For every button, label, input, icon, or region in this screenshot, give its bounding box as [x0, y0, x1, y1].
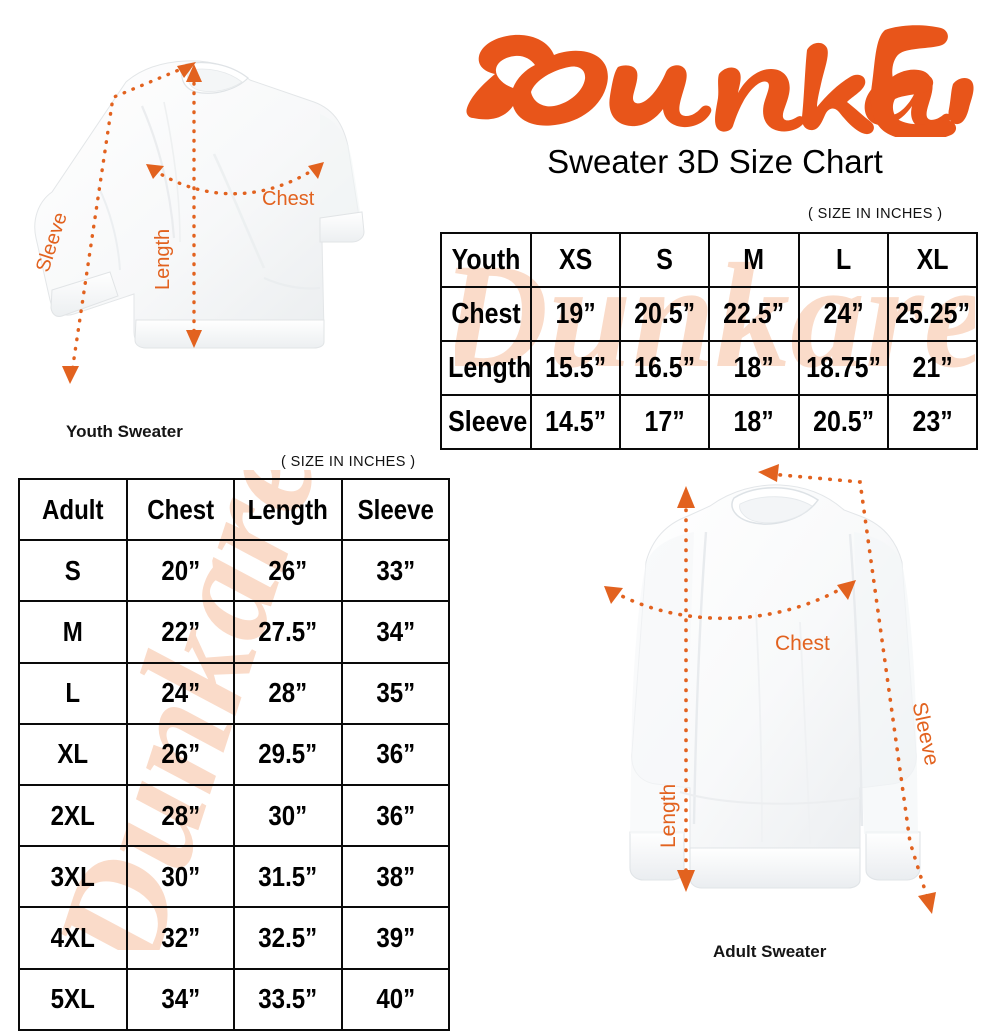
table-row: 2XL 28” 30” 36”	[19, 783, 449, 848]
youth-row-label: Chest	[446, 286, 526, 342]
table-row: Length 15.5” 16.5” 18” 18.75” 21”	[441, 340, 977, 396]
adult-cell: 40”	[348, 967, 443, 1031]
youth-header-cell: S	[625, 232, 704, 288]
adult-cell: 39”	[348, 906, 443, 970]
adult-row-label: S	[25, 539, 120, 603]
adult-row-label: 5XL	[25, 967, 120, 1031]
youth-cell: 15.5”	[536, 340, 615, 396]
adult-cell: 28”	[240, 661, 335, 725]
youth-cell: 14.5”	[536, 394, 615, 450]
youth-size-table: Youth XS S M L XL Chest 19” 20.5” 22.5” …	[440, 232, 978, 450]
table-row: Sleeve 14.5” 17” 18” 20.5” 23”	[441, 394, 977, 450]
adult-cell: 27.5”	[240, 600, 335, 664]
adult-cell: 35”	[348, 661, 443, 725]
youth-cell: 21”	[893, 340, 972, 396]
youth-cell: 25.25”	[893, 286, 972, 342]
adult-row-label: L	[25, 661, 120, 725]
youth-row-label: Length	[446, 340, 531, 396]
youth-cell: 18”	[714, 340, 794, 396]
adult-length-label: Length	[657, 783, 680, 848]
youth-cell: 20.5”	[803, 394, 883, 450]
adult-row-label: XL	[25, 722, 120, 786]
youth-units-note: ( SIZE IN INCHES )	[808, 206, 943, 222]
adult-cell: 33”	[348, 539, 443, 603]
adult-header-cell: Adult	[25, 477, 120, 542]
youth-header-cell: XS	[536, 232, 615, 288]
adult-cell: 34”	[133, 967, 228, 1031]
table-row: 5XL 34” 33.5” 40”	[19, 967, 449, 1031]
adult-size-table: Adult Chest Length Sleeve S 20” 26” 33” …	[18, 477, 450, 1031]
adult-cell: 31.5”	[240, 845, 335, 909]
adult-cell: 32.5”	[240, 906, 335, 970]
adult-header-cell: Sleeve	[348, 477, 443, 542]
table-row: 3XL 30” 31.5” 38”	[19, 845, 449, 909]
youth-cell: 24”	[803, 286, 883, 342]
youth-row-label: Sleeve	[446, 394, 527, 450]
adult-row-label: 4XL	[25, 906, 120, 970]
youth-header-cell: L	[803, 232, 883, 288]
adult-sweater-caption: Adult Sweater	[713, 942, 827, 961]
adult-header-cell: Chest	[133, 477, 228, 542]
adult-row-label: 3XL	[25, 845, 120, 909]
adult-units-note: ( SIZE IN INCHES )	[281, 454, 416, 470]
youth-cell: 22.5”	[714, 286, 794, 342]
adult-sweater-illustration	[560, 452, 992, 932]
adult-cell: 36”	[348, 783, 443, 848]
adult-cell: 20”	[133, 539, 228, 603]
youth-cell: 17”	[625, 394, 704, 450]
adult-cell: 26”	[133, 722, 228, 786]
youth-cell: 23”	[893, 394, 972, 450]
adult-row-label: 2XL	[25, 783, 120, 848]
youth-cell: 16.5”	[625, 340, 704, 396]
youth-header-cell: Youth	[446, 232, 526, 288]
table-row-header: Adult Chest Length Sleeve	[19, 477, 449, 542]
table-row: M 22” 27.5” 34”	[19, 600, 449, 664]
table-row: 4XL 32” 32.5” 39”	[19, 906, 449, 970]
adult-cell: 24”	[133, 661, 228, 725]
adult-cell: 38”	[348, 845, 443, 909]
table-row-header: Youth XS S M L XL	[441, 232, 977, 288]
adult-cell: 36”	[348, 722, 443, 786]
table-row: S 20” 26” 33”	[19, 539, 449, 603]
youth-sweater-illustration	[14, 42, 428, 392]
adult-cell: 34”	[348, 600, 443, 664]
table-row: L 24” 28” 35”	[19, 661, 449, 725]
youth-header-cell: M	[714, 232, 794, 288]
adult-chest-label: Chest	[775, 632, 830, 655]
adult-cell: 26”	[240, 539, 335, 603]
adult-cell: 30”	[133, 845, 228, 909]
page-title: Sweater 3D Size Chart	[547, 143, 883, 180]
youth-header-cell: XL	[893, 232, 972, 288]
adult-cell: 22”	[133, 600, 228, 664]
youth-sweater-caption: Youth Sweater	[66, 422, 183, 441]
youth-cell: 19”	[536, 286, 615, 342]
adult-cell: 33.5”	[240, 967, 335, 1031]
adult-row-label: M	[25, 600, 120, 664]
brand-logo	[455, 22, 975, 137]
table-row: XL 26” 29.5” 36”	[19, 722, 449, 786]
youth-cell: 18”	[714, 394, 794, 450]
youth-cell: 18.75”	[803, 340, 883, 396]
adult-cell: 29.5”	[240, 722, 335, 786]
youth-length-label: Length	[152, 228, 174, 290]
adult-cell: 28”	[133, 783, 228, 848]
adult-header-cell: Length	[240, 477, 335, 542]
adult-cell: 32”	[133, 906, 228, 970]
youth-cell: 20.5”	[625, 286, 704, 342]
table-row: Chest 19” 20.5” 22.5” 24” 25.25”	[441, 286, 977, 342]
youth-chest-label: Chest	[262, 188, 315, 210]
adult-cell: 30”	[240, 783, 335, 848]
